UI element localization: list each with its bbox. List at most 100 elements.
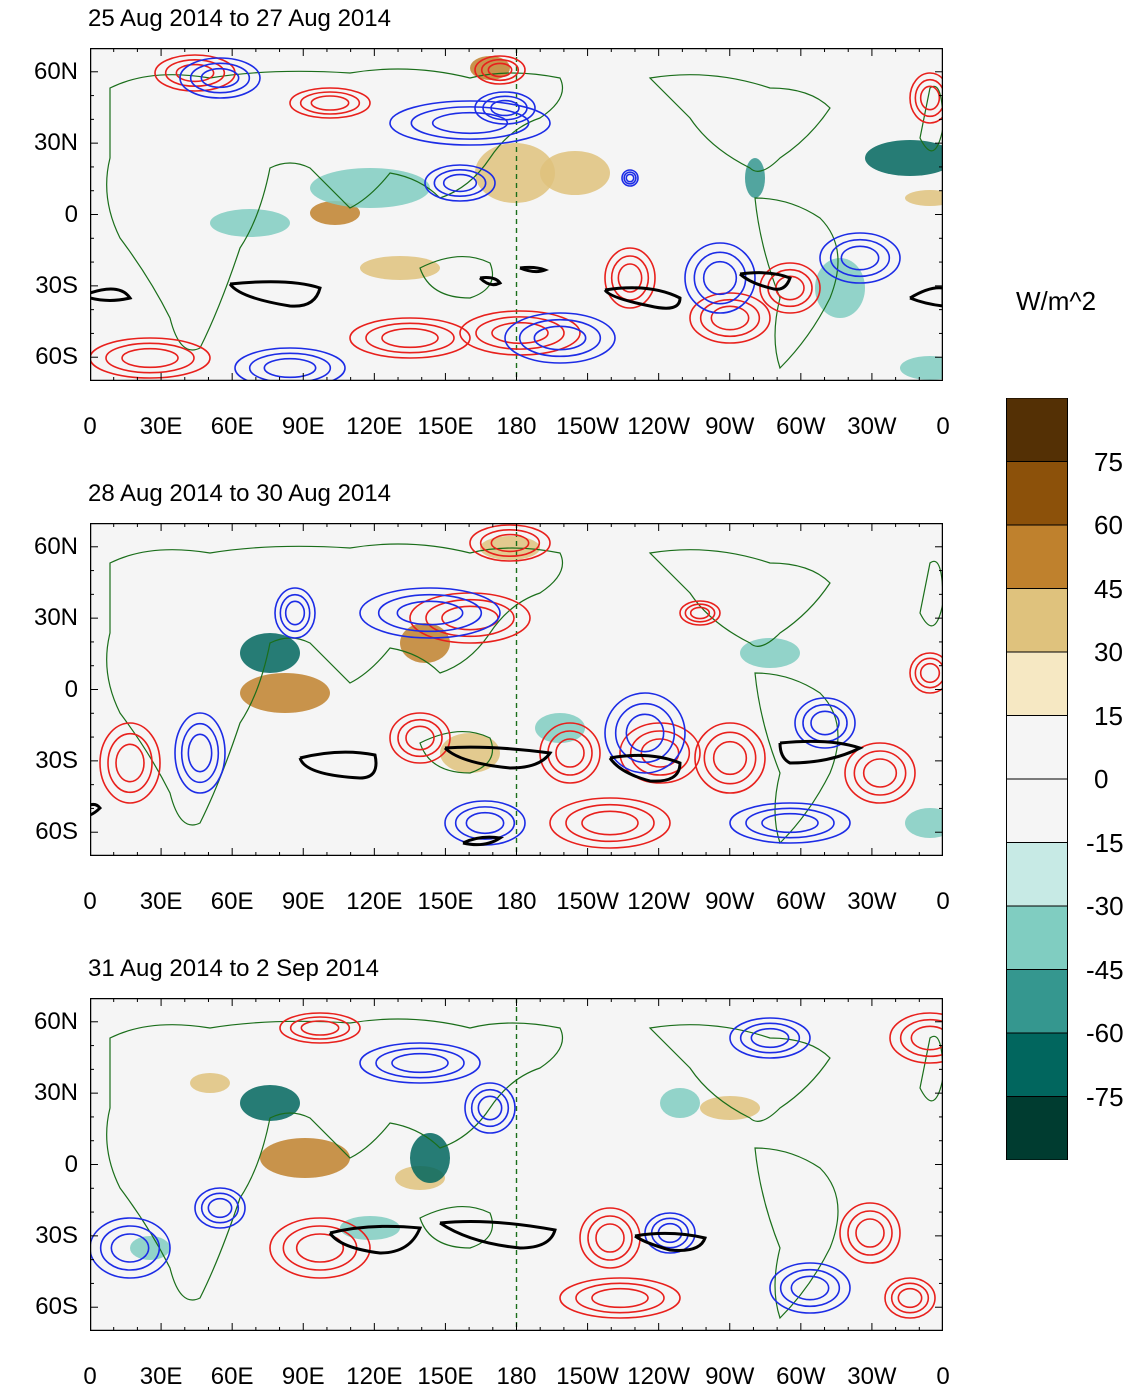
coastline bbox=[648, 549, 831, 647]
highlighted-region-outline bbox=[90, 802, 103, 817]
positive-contour bbox=[909, 652, 943, 694]
negative-contour bbox=[702, 260, 738, 296]
negative-contour bbox=[454, 806, 516, 840]
positive-contour bbox=[919, 662, 941, 684]
negative-contour bbox=[359, 587, 501, 639]
negative-contour bbox=[263, 357, 317, 379]
colorbar-tick-label: 45 bbox=[1094, 573, 1123, 604]
negative-contour bbox=[644, 1212, 696, 1254]
negative-anomaly-shading bbox=[905, 808, 943, 838]
colorbar-segment bbox=[1006, 651, 1068, 716]
positive-contour bbox=[480, 58, 520, 82]
positive-anomaly-shading bbox=[400, 623, 450, 663]
longitude-label: 120W bbox=[627, 888, 691, 915]
latitude-label: 60N bbox=[33, 57, 78, 85]
negative-contour bbox=[745, 807, 835, 839]
panel-2-title: 28 Aug 2014 to 30 Aug 2014 bbox=[88, 480, 391, 507]
negative-contour bbox=[518, 318, 602, 358]
colorbar-tick-label: -60 bbox=[1086, 1018, 1124, 1048]
highlighted-region-outline bbox=[603, 286, 682, 310]
positive-anomaly-shading bbox=[475, 143, 555, 203]
positive-contour bbox=[684, 603, 716, 623]
longitude-label: 90W bbox=[705, 1363, 755, 1390]
longitude-label: 150W bbox=[556, 1363, 619, 1390]
colorbar-segment bbox=[1006, 588, 1068, 653]
highlighted-region-outline bbox=[608, 753, 682, 783]
positive-contour bbox=[689, 606, 711, 620]
negative-anomaly-shading bbox=[410, 1133, 450, 1183]
negative-contour bbox=[187, 733, 213, 773]
negative-contour bbox=[90, 1217, 171, 1279]
negative-anomaly-shading bbox=[660, 1088, 700, 1118]
negative-contour bbox=[470, 1088, 510, 1128]
negative-contour bbox=[99, 1225, 161, 1271]
longitude-label: 180 bbox=[496, 888, 537, 915]
longitude-label: 60E bbox=[210, 1363, 254, 1390]
negative-contour bbox=[410, 106, 530, 140]
negative-contour bbox=[794, 697, 856, 749]
negative-contour bbox=[279, 593, 311, 633]
positive-anomaly-shading bbox=[260, 1138, 350, 1178]
negative-contour bbox=[625, 713, 665, 753]
negative-contour bbox=[442, 173, 478, 193]
negative-contour bbox=[200, 1192, 240, 1224]
positive-anomaly-shading bbox=[700, 1096, 760, 1120]
positive-contour bbox=[759, 262, 821, 314]
positive-contour bbox=[689, 292, 771, 344]
latitude-label: 60N bbox=[33, 1007, 78, 1035]
positive-contour bbox=[862, 758, 898, 788]
positive-contour bbox=[105, 342, 195, 374]
positive-contour bbox=[855, 1218, 885, 1248]
positive-contour bbox=[640, 738, 680, 768]
positive-contour bbox=[115, 743, 145, 783]
colorbar-tick-label: -30 bbox=[1086, 891, 1124, 921]
longitude-label: 30E bbox=[139, 1363, 183, 1390]
longitude-label: 0 bbox=[83, 1363, 97, 1390]
positive-contour bbox=[712, 740, 748, 776]
positive-contour bbox=[469, 524, 551, 562]
longitude-label: 30W bbox=[847, 1363, 897, 1390]
negative-contour bbox=[284, 600, 306, 626]
negative-contour bbox=[389, 100, 551, 146]
positive-contour bbox=[405, 725, 435, 751]
longitude-label: 180 bbox=[496, 1363, 537, 1390]
negative-contour bbox=[179, 57, 261, 99]
positive-contour bbox=[914, 78, 943, 118]
latitude-label: 60S bbox=[35, 818, 78, 846]
coastline bbox=[419, 1205, 494, 1249]
negative-contour bbox=[840, 245, 880, 271]
positive-contour bbox=[381, 327, 439, 349]
negative-anomaly-shading bbox=[210, 209, 290, 237]
latitude-label: 0 bbox=[64, 200, 78, 228]
positive-contour bbox=[474, 55, 526, 85]
positive-contour bbox=[847, 1210, 893, 1256]
negative-contour bbox=[490, 99, 520, 117]
highlighted-region-outline bbox=[519, 265, 550, 274]
negative-contour bbox=[533, 325, 587, 351]
negative-contour bbox=[750, 1027, 790, 1049]
negative-contour bbox=[829, 238, 891, 278]
negative-contour bbox=[359, 1042, 481, 1084]
positive-contour bbox=[555, 738, 585, 768]
longitude-label: 60W bbox=[776, 1363, 826, 1390]
negative-contour bbox=[790, 1275, 830, 1301]
latitude-label: 60S bbox=[35, 1293, 78, 1321]
positive-contour bbox=[679, 600, 721, 626]
positive-contour bbox=[694, 722, 766, 794]
longitude-label: 0 bbox=[936, 888, 950, 915]
negative-contour bbox=[684, 242, 756, 314]
positive-contour bbox=[175, 63, 215, 83]
negative-contour bbox=[729, 802, 851, 844]
positive-anomaly-shading bbox=[360, 256, 440, 280]
longitude-label: 30W bbox=[847, 413, 897, 440]
positive-contour bbox=[839, 1202, 901, 1264]
coastline bbox=[754, 197, 839, 370]
positive-contour bbox=[90, 337, 211, 379]
positive-contour bbox=[107, 732, 153, 794]
positive-contour bbox=[844, 742, 916, 804]
negative-contour bbox=[248, 352, 332, 381]
negative-anomaly-shading bbox=[865, 140, 943, 176]
negative-contour bbox=[194, 1187, 246, 1229]
negative-contour bbox=[810, 710, 840, 736]
positive-contour bbox=[575, 1282, 665, 1314]
